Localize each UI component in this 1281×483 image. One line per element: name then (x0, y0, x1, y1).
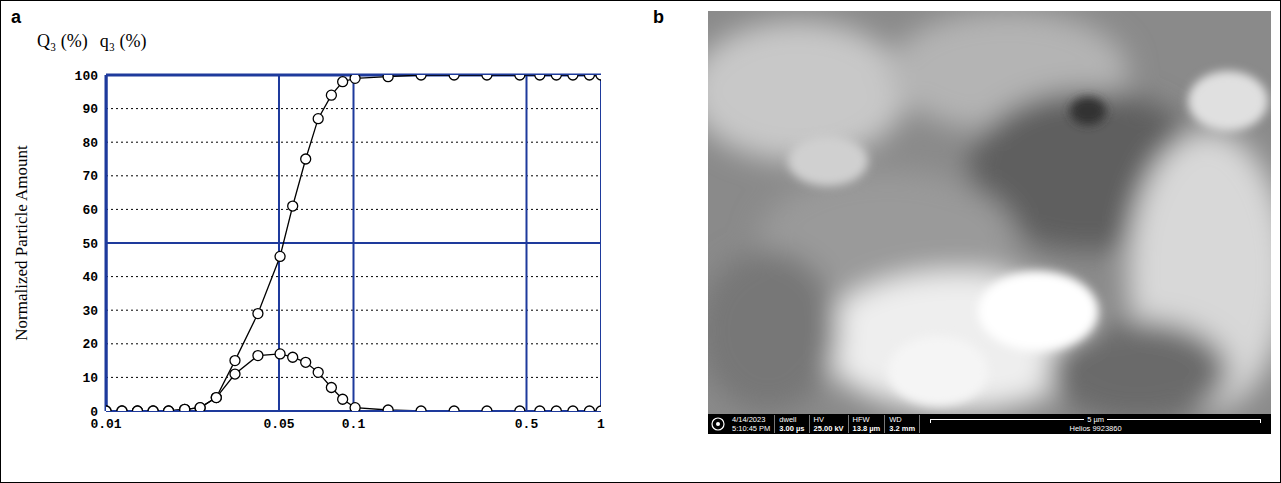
svg-text:60: 60 (82, 203, 98, 218)
svg-text:0.01: 0.01 (90, 417, 122, 433)
html-text:HV: HV (813, 415, 824, 424)
svg-text:40: 40 (82, 270, 98, 285)
html-text:5:10:45 PM: 5:10:45 PM (732, 424, 771, 433)
html-text:WD: WD (889, 415, 902, 424)
svg-text:1: 1 (597, 417, 605, 432)
svg-text:70: 70 (82, 169, 98, 184)
svg-text:50: 50 (82, 237, 98, 252)
html-text:Q₃ (%): Q₃ (%) (37, 31, 88, 51)
svg-text:Normalized Particle Amount: Normalized Particle Amount (12, 145, 31, 341)
svg-text:90: 90 (82, 102, 98, 117)
html-text:Helios 9923860: Helios 9923860 (1069, 424, 1122, 433)
html-text:q₃ (%): q₃ (%) (99, 31, 147, 51)
html-text:HFW: HFW (852, 415, 870, 424)
svg-text:0.1: 0.1 (342, 417, 366, 432)
svg-text:30: 30 (82, 304, 98, 319)
html-text:13.8 µm: 13.8 µm (852, 424, 881, 433)
svg-text:100: 100 (75, 69, 99, 84)
html-text:a: a (11, 7, 21, 27)
svg-text:0.05: 0.05 (263, 417, 294, 432)
svg-text:80: 80 (82, 136, 98, 151)
html-text:5 µm: 5 µm (1087, 415, 1104, 424)
html-text:3.00 µs: 3.00 µs (779, 424, 805, 433)
svg-text:0.5: 0.5 (515, 417, 539, 432)
svg-text:20: 20 (82, 337, 98, 352)
html-text:4/14/2023: 4/14/2023 (732, 415, 766, 424)
svg-text:10: 10 (82, 371, 98, 386)
html-text:dwell: dwell (779, 415, 797, 424)
html-text:3.2 mm: 3.2 mm (889, 424, 916, 433)
svg-text:0: 0 (90, 405, 98, 420)
html-text:b: b (653, 7, 664, 27)
html-text:25.00 kV: 25.00 kV (813, 424, 844, 433)
